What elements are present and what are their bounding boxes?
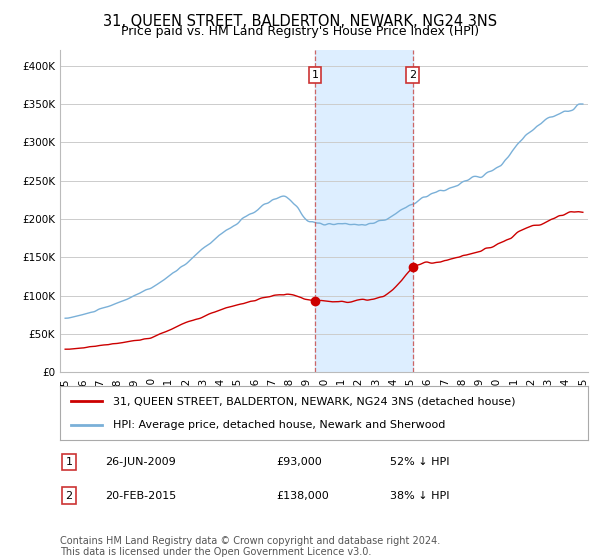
Text: 38% ↓ HPI: 38% ↓ HPI	[390, 491, 449, 501]
Text: 2: 2	[409, 70, 416, 80]
Text: Price paid vs. HM Land Registry's House Price Index (HPI): Price paid vs. HM Land Registry's House …	[121, 25, 479, 38]
Text: £93,000: £93,000	[276, 457, 322, 467]
Bar	[315, 50, 413, 372]
Text: Contains HM Land Registry data © Crown copyright and database right 2024.
This d: Contains HM Land Registry data © Crown c…	[60, 535, 440, 557]
Text: 1: 1	[311, 70, 319, 80]
Text: 52% ↓ HPI: 52% ↓ HPI	[390, 457, 449, 467]
Text: £138,000: £138,000	[276, 491, 329, 501]
Text: 20-FEB-2015: 20-FEB-2015	[105, 491, 176, 501]
Text: HPI: Average price, detached house, Newark and Sherwood: HPI: Average price, detached house, Newa…	[113, 419, 445, 430]
Text: 2: 2	[65, 491, 73, 501]
Text: 31, QUEEN STREET, BALDERTON, NEWARK, NG24 3NS: 31, QUEEN STREET, BALDERTON, NEWARK, NG2…	[103, 14, 497, 29]
Text: 26-JUN-2009: 26-JUN-2009	[105, 457, 176, 467]
Text: 1: 1	[65, 457, 73, 467]
Text: 31, QUEEN STREET, BALDERTON, NEWARK, NG24 3NS (detached house): 31, QUEEN STREET, BALDERTON, NEWARK, NG2…	[113, 396, 515, 407]
